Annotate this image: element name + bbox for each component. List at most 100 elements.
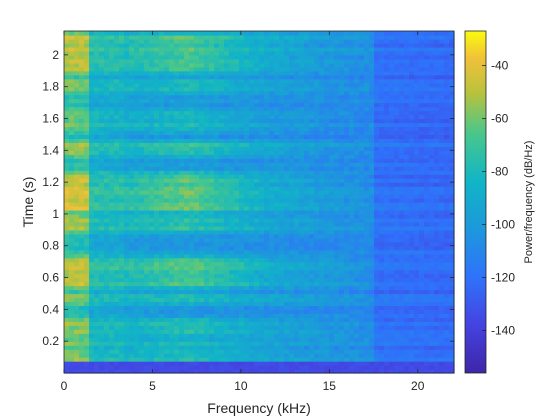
spectrogram-cell: [199, 345, 205, 350]
spectrogram-cell: [349, 349, 355, 354]
spectrogram-cell: [229, 213, 235, 219]
spectrogram-cell: [359, 277, 365, 283]
spectrogram-cell: [384, 221, 390, 227]
spectrogram-cell: [109, 202, 115, 207]
spectrogram-cell: [269, 162, 275, 167]
spectrogram-cell: [129, 313, 135, 318]
spectrogram-cell: [404, 186, 410, 191]
spectrogram-cell: [259, 265, 265, 271]
spectrogram-cell: [174, 365, 180, 370]
spectrogram-cell: [219, 333, 225, 338]
spectrogram-cell: [364, 241, 370, 247]
spectrogram-cell: [314, 221, 320, 227]
spectrogram-cell: [114, 158, 120, 163]
spectrogram-cell: [164, 325, 170, 330]
spectrogram-cell: [219, 357, 225, 362]
spectrogram-cell: [209, 237, 215, 243]
spectrogram-cell: [334, 178, 340, 183]
spectrogram-cell: [304, 221, 310, 227]
spectrogram-cell: [234, 329, 240, 334]
spectrogram-cell: [224, 190, 230, 195]
spectrogram-cell: [129, 146, 135, 151]
spectrogram-cell: [229, 349, 235, 354]
spectrogram-cell: [449, 134, 455, 139]
spectrogram-cell: [139, 126, 145, 132]
spectrogram-cell: [204, 345, 210, 350]
spectrogram-cell: [199, 158, 205, 163]
spectrogram-cell: [69, 154, 75, 159]
spectrogram-cell: [274, 365, 280, 370]
spectrogram-cell: [439, 194, 445, 199]
spectrogram-cell: [394, 186, 400, 191]
spectrogram-cell: [179, 237, 185, 243]
spectrogram-cell: [94, 281, 100, 287]
spectrogram-cell: [304, 317, 310, 322]
spectrogram-cell: [94, 369, 100, 374]
spectrogram-cell: [429, 205, 435, 211]
spectrogram-cell: [334, 329, 340, 334]
spectrogram-cell: [304, 293, 310, 299]
spectrogram-cell: [284, 253, 290, 259]
spectrogram-cell: [194, 202, 200, 207]
spectrogram-cell: [224, 357, 230, 362]
spectrogram-cell: [394, 309, 400, 314]
spectrogram-cell: [79, 305, 85, 310]
spectrogram-cell: [134, 202, 140, 207]
spectrogram-cell: [124, 253, 130, 259]
spectrogram-cell: [339, 174, 345, 179]
spectrogram-cell: [224, 221, 230, 227]
spectrogram-cell: [79, 361, 85, 366]
spectrogram-cell: [99, 126, 105, 132]
spectrogram-cell: [214, 150, 220, 155]
spectrogram-cell: [379, 313, 385, 318]
spectrogram-cell: [444, 249, 450, 255]
spectrogram-cell: [319, 333, 325, 338]
spectrogram-cell: [274, 361, 280, 366]
spectrogram-cell: [314, 241, 320, 247]
spectrogram-cell: [294, 221, 300, 227]
spectrogram-cell: [149, 297, 155, 303]
spectrogram-cell: [174, 213, 180, 219]
spectrogram-cell: [439, 202, 445, 207]
spectrogram-cell: [339, 162, 345, 167]
spectrogram-cell: [309, 174, 315, 179]
spectrogram-cell: [394, 225, 400, 231]
spectrogram-cell: [214, 301, 220, 306]
spectrogram-cell: [429, 233, 435, 239]
spectrogram-cell: [244, 269, 250, 275]
spectrogram-cell: [309, 170, 315, 175]
spectrogram-cell: [159, 337, 165, 342]
spectrogram-cell: [249, 269, 255, 275]
spectrogram-cell: [109, 217, 115, 223]
spectrogram-cell: [219, 293, 225, 299]
spectrogram-cell: [139, 221, 145, 227]
spectrogram-cell: [339, 281, 345, 287]
spectrogram-cell: [244, 221, 250, 227]
spectrogram-cell: [329, 190, 335, 195]
spectrogram-cell: [429, 249, 435, 255]
spectrogram-cell: [379, 365, 385, 370]
spectrogram-cell: [339, 325, 345, 330]
spectrogram-cell: [209, 317, 215, 322]
spectrogram-cell: [374, 345, 380, 350]
spectrogram-cell: [319, 337, 325, 342]
spectrogram-cell: [294, 174, 300, 179]
spectrogram-cell: [134, 349, 140, 354]
spectrogram-cell: [299, 333, 305, 338]
spectrogram-cell: [119, 337, 125, 342]
spectrogram-cell: [349, 273, 355, 279]
spectrogram-cell: [264, 261, 270, 267]
spectrogram-cell: [364, 237, 370, 243]
spectrogram-cell: [334, 301, 340, 306]
spectrogram-cell: [229, 357, 235, 362]
spectrogram-cell: [124, 194, 130, 199]
spectrogram-cell: [289, 361, 295, 366]
spectrogram-cell: [154, 158, 160, 163]
spectrogram-cell: [414, 257, 420, 263]
spectrogram-cell: [439, 349, 445, 354]
spectrogram-cell: [214, 329, 220, 334]
spectrogram-cell: [239, 198, 245, 203]
spectrogram-cell: [269, 154, 275, 159]
spectrogram-cell: [414, 289, 420, 295]
spectrogram-cell: [229, 229, 235, 235]
